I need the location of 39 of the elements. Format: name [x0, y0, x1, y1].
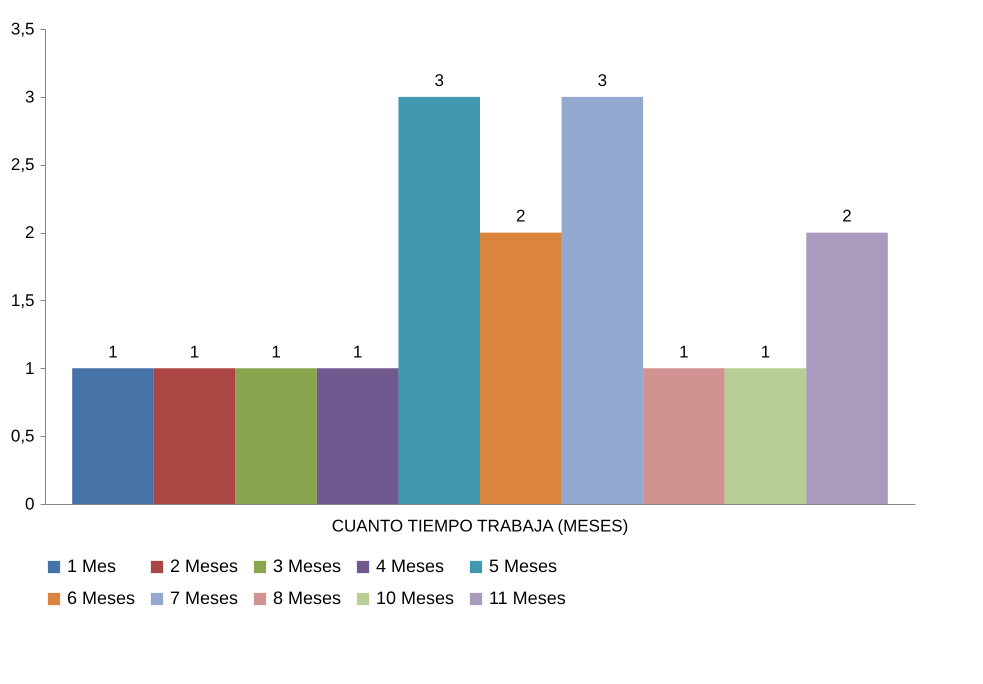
y-tick-label: 3,5 — [10, 20, 34, 38]
y-tick-label: 0 — [25, 494, 34, 514]
data-label: 1 — [108, 342, 118, 362]
y-tick-label: 1 — [25, 358, 34, 378]
bar — [398, 96, 480, 504]
data-label: 1 — [352, 342, 362, 362]
legend-label: 11 Meses — [489, 588, 566, 608]
legend-label: 5 Meses — [489, 556, 558, 576]
bar — [480, 232, 562, 504]
legend-label: 10 Meses — [376, 588, 454, 608]
bar — [806, 232, 888, 504]
legend-label: 3 Meses — [273, 556, 342, 576]
data-label: 2 — [842, 206, 852, 226]
bar — [154, 368, 236, 504]
data-label: 1 — [679, 342, 689, 362]
bar — [316, 368, 398, 504]
legend-label: 7 Meses — [170, 588, 238, 608]
legend-label: 6 Meses — [67, 588, 136, 608]
x-tick-label: CUANTO TIEMPO TRABAJA (MESES) — [332, 516, 628, 536]
y-tick-label: 3 — [25, 87, 34, 106]
y-tick-label: 2 — [25, 223, 34, 242]
legend-label: 2 Meses — [170, 556, 238, 576]
legend-label: 8 Meses — [273, 588, 342, 608]
legend-label: 4 Meses — [376, 556, 444, 576]
legend-label: 1 Mes — [67, 556, 116, 576]
y-tick-label: 0,5 — [10, 426, 34, 446]
data-label: 3 — [434, 70, 444, 90]
data-label: 2 — [516, 206, 526, 226]
data-label: 1 — [190, 342, 200, 362]
bar — [562, 96, 644, 504]
data-label: 1 — [760, 342, 770, 362]
y-tick-label: 2,5 — [10, 155, 34, 174]
bar — [724, 368, 806, 504]
y-tick-label: 1,5 — [10, 290, 34, 310]
data-label: 3 — [598, 70, 608, 90]
bar — [72, 368, 154, 504]
bar — [235, 368, 317, 504]
data-label: 1 — [271, 342, 281, 362]
bar — [643, 368, 725, 504]
